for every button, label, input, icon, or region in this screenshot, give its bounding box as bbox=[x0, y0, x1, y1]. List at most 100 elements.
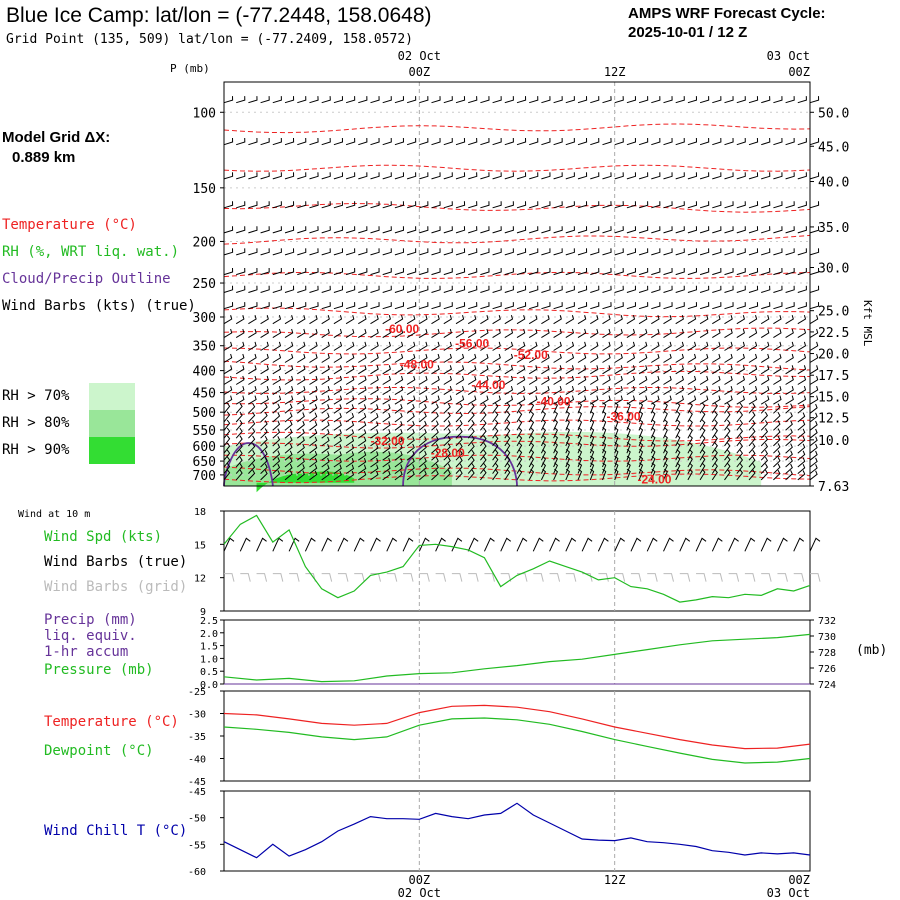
wind-barb bbox=[370, 385, 379, 396]
kft-tick-label: 17.5 bbox=[818, 369, 849, 384]
precip-tick-label: 1.5 bbox=[200, 642, 218, 653]
wind-barb bbox=[736, 427, 744, 439]
wind-barb bbox=[382, 328, 391, 339]
pressure-tick-label: 500 bbox=[193, 406, 216, 421]
wind-barb bbox=[687, 462, 693, 474]
wind-barb bbox=[711, 469, 718, 481]
wind-barb bbox=[333, 341, 343, 351]
wind-barb bbox=[797, 443, 806, 454]
wind-barb bbox=[724, 341, 733, 351]
wind-barb bbox=[760, 365, 770, 375]
wind-barb bbox=[248, 403, 256, 414]
wind-barb bbox=[467, 315, 477, 325]
wind-barb bbox=[577, 226, 588, 234]
wind-barb bbox=[492, 449, 499, 461]
wind-barb bbox=[345, 375, 355, 385]
wind-barb bbox=[687, 302, 698, 310]
wind-barb bbox=[480, 137, 490, 146]
wind-barb bbox=[504, 226, 514, 234]
wind-barb bbox=[248, 411, 256, 423]
wind10m-tick-label: 12 bbox=[194, 574, 206, 585]
wind-barb bbox=[223, 449, 231, 461]
wind-barb bbox=[516, 201, 527, 209]
wind-barb bbox=[406, 96, 417, 104]
wind-barb bbox=[235, 456, 243, 468]
wind-barb bbox=[675, 449, 681, 461]
wind-barb bbox=[345, 285, 356, 293]
wind-barb bbox=[345, 470, 355, 481]
wind-barb bbox=[638, 385, 648, 396]
wind-barb bbox=[590, 375, 599, 385]
wind-barb bbox=[480, 463, 487, 474]
wind-barb bbox=[333, 137, 344, 146]
wind-barb bbox=[541, 375, 550, 385]
wind-barb bbox=[528, 315, 538, 325]
wind-barb bbox=[675, 402, 681, 414]
wind-barb bbox=[406, 328, 416, 339]
wind-barb bbox=[272, 328, 282, 339]
wind10m-barb-grid bbox=[793, 573, 805, 582]
wind-barb bbox=[321, 353, 330, 363]
wind10m-frame bbox=[223, 510, 811, 612]
wind-barb bbox=[467, 469, 475, 481]
wind-barb bbox=[333, 412, 342, 423]
wind-barb bbox=[797, 353, 807, 363]
wind10m-barb-grid bbox=[337, 573, 349, 582]
wind10m-barb-true bbox=[239, 537, 251, 552]
wind-barb bbox=[785, 302, 795, 310]
wind-barb bbox=[773, 201, 783, 209]
wind-barb bbox=[297, 96, 307, 104]
wind-barb bbox=[272, 248, 282, 256]
wind-barb bbox=[321, 457, 330, 468]
wind-barb bbox=[419, 365, 428, 375]
wind-barb bbox=[577, 402, 583, 414]
wind10m-barb-true bbox=[630, 537, 642, 552]
wind-barb bbox=[809, 328, 819, 339]
wind-barb bbox=[394, 328, 404, 339]
wind-barb bbox=[663, 385, 672, 396]
wind-barb bbox=[809, 457, 818, 468]
wind-barb bbox=[760, 411, 769, 423]
wind-barb bbox=[492, 411, 499, 423]
wind-barb bbox=[540, 449, 547, 461]
wind-barb bbox=[724, 137, 734, 146]
wind-barb bbox=[443, 201, 453, 209]
wind-barb bbox=[382, 385, 391, 396]
wind-barb bbox=[492, 96, 502, 104]
wind-barb bbox=[651, 328, 660, 339]
wind-barb bbox=[626, 315, 636, 325]
wind-barb bbox=[297, 248, 307, 256]
wind-barb bbox=[468, 201, 478, 209]
wind-barb bbox=[358, 444, 367, 454]
wind-barb bbox=[272, 463, 281, 474]
wind-barb bbox=[602, 402, 607, 414]
wind-barb bbox=[480, 226, 490, 234]
wind-barb bbox=[675, 395, 684, 405]
wind-barb bbox=[736, 395, 745, 405]
wind-barb bbox=[638, 285, 649, 293]
wind-barb bbox=[761, 172, 771, 180]
wind-barb bbox=[333, 285, 344, 293]
wind-barb bbox=[382, 302, 392, 310]
wind-barb bbox=[699, 385, 709, 396]
wind-barb bbox=[516, 442, 523, 454]
wind-barb bbox=[516, 285, 527, 293]
wind-barb bbox=[761, 267, 771, 276]
wind-barb bbox=[382, 444, 391, 454]
wind-barb bbox=[773, 469, 781, 481]
wind-barb bbox=[284, 302, 295, 310]
wind-barb bbox=[748, 442, 756, 454]
wind-barb bbox=[223, 411, 231, 423]
wind-barb bbox=[455, 456, 463, 468]
wind-barb bbox=[797, 395, 807, 405]
wind-barb bbox=[528, 468, 535, 481]
wind-barb bbox=[785, 436, 793, 447]
wind-barb bbox=[382, 248, 392, 256]
wind-barb bbox=[296, 457, 305, 468]
wind-barb bbox=[492, 201, 502, 209]
wind-barb bbox=[223, 353, 233, 363]
wind-barb bbox=[260, 450, 268, 461]
wind-barb bbox=[651, 341, 660, 351]
wind-barb bbox=[541, 172, 551, 180]
wind-barb bbox=[394, 172, 405, 180]
